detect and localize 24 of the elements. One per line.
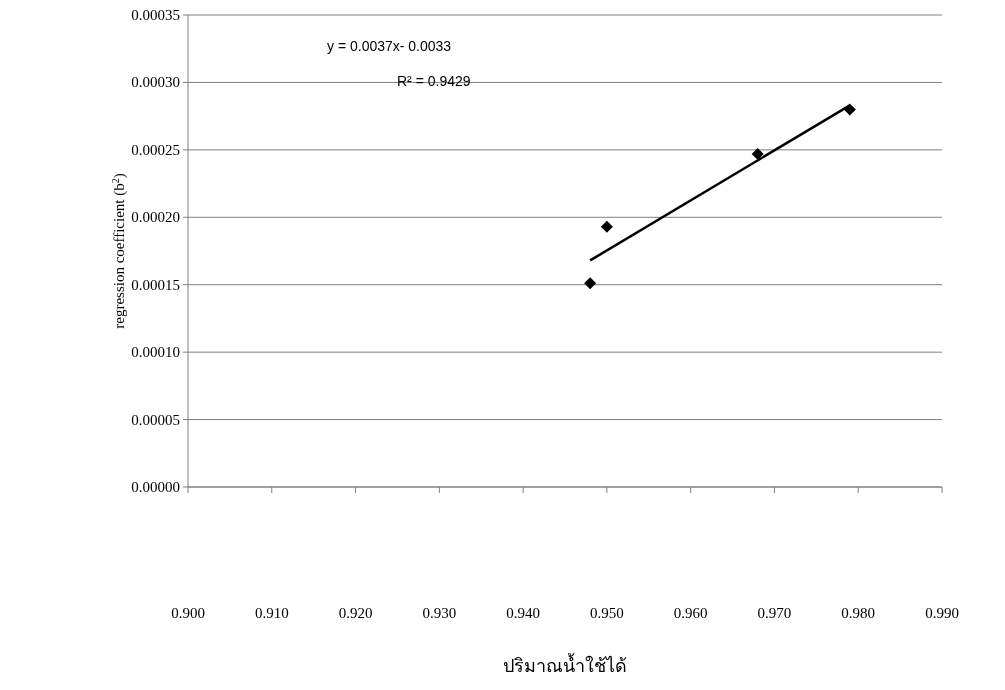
x-tick-label: 0.970: [757, 605, 792, 621]
x-axis-title: ปริมาณน้ำใช้ได้: [503, 653, 627, 676]
x-tick-label: 0.940: [506, 605, 540, 621]
x-tick-label: 0.950: [590, 605, 624, 621]
y-tick-label: 0.00020: [131, 209, 180, 226]
x-tick-label: 0.910: [254, 605, 289, 621]
x-tick-label: 0.980: [841, 605, 876, 621]
point: [584, 277, 597, 290]
x-tick-label: 0.960: [673, 605, 708, 621]
annotation: R² = 0.9429: [397, 73, 471, 89]
y-tick-label: 0.00005: [131, 411, 180, 428]
y-tick-label: 0.00035: [131, 7, 180, 23]
x-tick-label: 0.990: [925, 605, 959, 621]
y-tick-label: 0.00025: [131, 141, 180, 158]
y-tick-label: 0.00000: [131, 479, 180, 495]
point: [600, 220, 613, 233]
x-tick-label: 0.900: [171, 605, 205, 621]
y-tick-label: 0.00015: [131, 276, 180, 293]
annotation: y = 0.0037x- 0.0033: [327, 38, 452, 54]
point: [751, 147, 764, 160]
x-tick-label: 0.920: [338, 605, 373, 621]
y-tick-label: 0.00030: [131, 74, 180, 91]
y-tick-label: 0.00010: [131, 344, 180, 361]
x-tick-label: 0.930: [422, 605, 457, 621]
